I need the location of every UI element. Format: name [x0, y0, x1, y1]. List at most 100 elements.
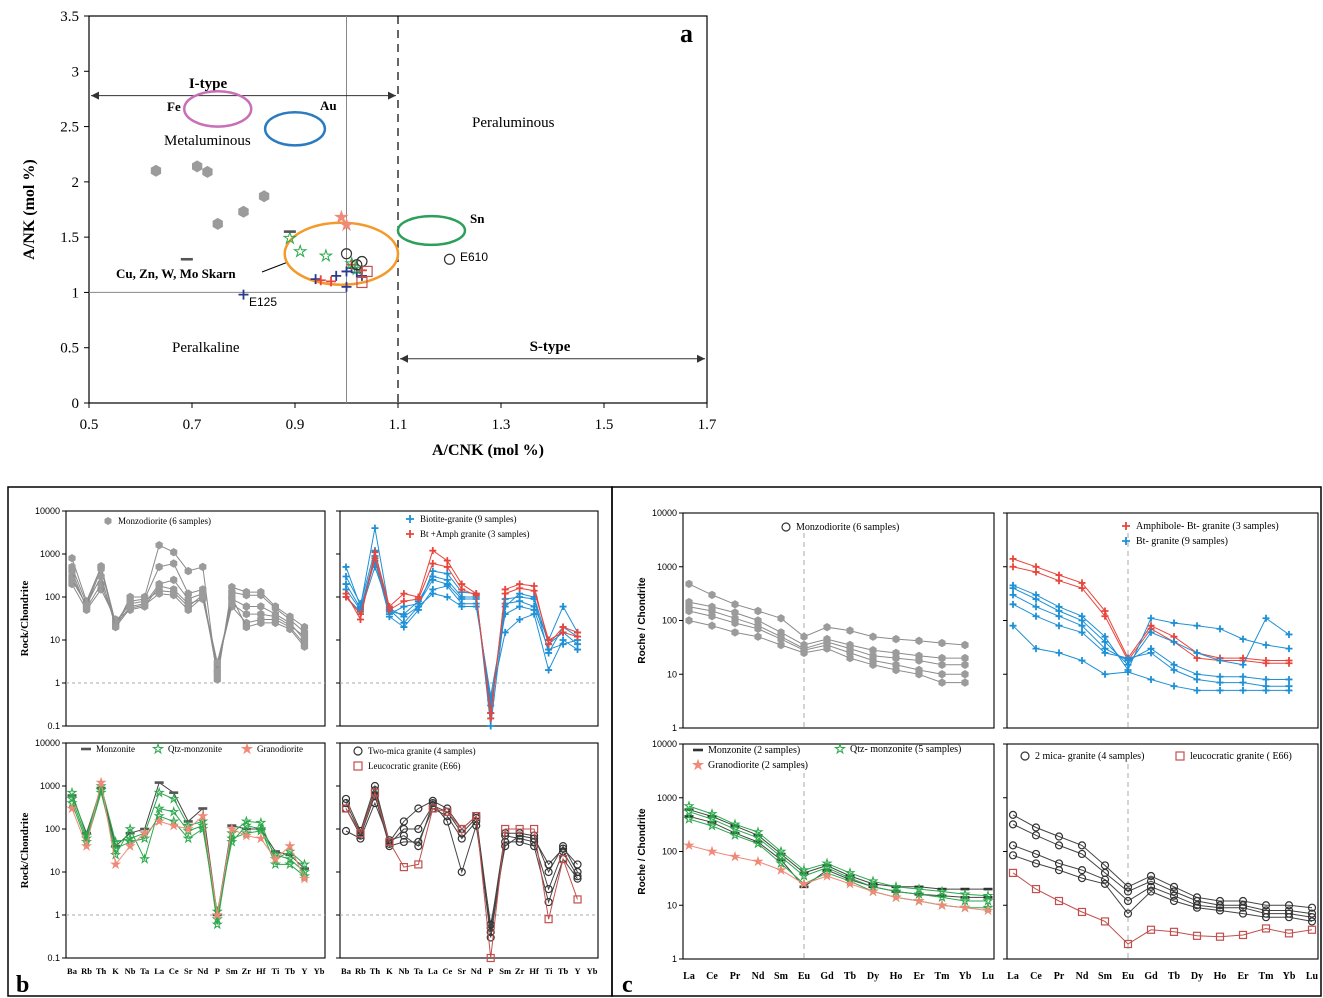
- y-axis-label: Rock/Chondrite: [19, 580, 31, 656]
- data-point: [68, 554, 76, 563]
- data-point: [516, 615, 524, 623]
- data-point: [155, 562, 163, 572]
- data-point: [184, 605, 192, 615]
- data-point: [139, 827, 151, 838]
- y-tick-label: 100: [45, 824, 60, 834]
- data-point: [97, 572, 105, 581]
- plot-frame: [339, 742, 599, 959]
- legend-marker: [406, 530, 414, 538]
- itype-label: I-type: [189, 76, 228, 92]
- x-tick-label: Tb: [1168, 971, 1181, 982]
- x-tick-label: Yb: [587, 966, 598, 976]
- data-point: [182, 825, 194, 836]
- data-point: [341, 826, 351, 836]
- x-tick-label: La: [1007, 971, 1019, 982]
- data-point: [1284, 901, 1294, 910]
- data-point: [1169, 891, 1179, 900]
- plot-frame: [339, 510, 599, 727]
- data-point: [286, 621, 294, 630]
- data-point: [1100, 917, 1110, 926]
- x-tick-label: Er: [913, 971, 925, 982]
- data-point: [1193, 649, 1201, 657]
- data-point: [155, 589, 163, 598]
- data-point: [983, 887, 993, 891]
- x-tick-label: Ce: [1030, 971, 1042, 982]
- x-tick-label: Yb: [959, 971, 972, 982]
- data-point: [371, 554, 379, 562]
- data-point: [938, 678, 946, 687]
- x-tick-label: Sm: [499, 966, 511, 976]
- data-point: [1239, 635, 1247, 643]
- data-point: [168, 819, 180, 831]
- x-tick-label: Nd: [197, 966, 208, 976]
- data-point: [753, 840, 763, 844]
- data-point: [731, 618, 739, 628]
- data-point: [199, 562, 207, 572]
- data-point: [961, 640, 969, 650]
- legend-label: Granodiorite: [257, 744, 303, 754]
- data-point: [370, 788, 380, 797]
- data-point: [213, 658, 221, 667]
- data-point: [1009, 584, 1017, 592]
- data-point: [310, 274, 321, 285]
- y-tick-label: 3.5: [60, 9, 79, 25]
- data-point: [443, 253, 456, 265]
- data-point: [443, 563, 451, 571]
- data-point: [961, 660, 969, 669]
- data-point: [913, 895, 925, 906]
- data-point: [821, 870, 833, 881]
- data-point: [1261, 913, 1271, 922]
- data-point: [1307, 917, 1317, 926]
- data-point: [341, 799, 351, 808]
- data-point: [1146, 882, 1156, 891]
- y-tick-label: 100: [662, 847, 677, 857]
- skarn-label: Cu, Zn, W, Mo Skarn: [116, 266, 236, 281]
- data-point: [242, 609, 250, 619]
- data-point: [530, 834, 539, 843]
- x-tick-label: Nd: [471, 966, 482, 976]
- x-tick-label: Y: [301, 966, 307, 976]
- x-tick-label: Ba: [67, 966, 78, 976]
- data-point: [429, 547, 437, 555]
- data-point: [1077, 907, 1087, 917]
- legend-label: Two-mica granite (4 samples): [368, 746, 476, 756]
- peraluminous-label: Peraluminous: [472, 115, 555, 131]
- data-point: [1032, 568, 1040, 576]
- x-tick-label: Ce: [169, 966, 179, 976]
- data-point: [1101, 638, 1109, 646]
- data-point: [199, 592, 207, 602]
- data-point: [1284, 929, 1294, 938]
- y-tick-label: 10: [50, 635, 60, 645]
- panel-c4-ree: La Ce Pr Nd Sm Eu Gd Tb Dy Ho Er Tm Yb Lu 2 mica- gran…: [1003, 743, 1319, 982]
- data-point: [684, 808, 694, 811]
- x-tick-label: Gd: [1144, 971, 1158, 982]
- x-tick-label: Tb: [558, 966, 569, 976]
- data-point: [501, 837, 510, 847]
- data-point: [197, 823, 209, 834]
- x-tick-label: Ta: [140, 966, 150, 976]
- data-point: [400, 590, 408, 598]
- data-point: [472, 591, 480, 599]
- x-axis-label: A/CNK (mol %): [432, 442, 544, 459]
- data-point: [1009, 622, 1017, 630]
- series-line: [1012, 594, 1289, 680]
- data-point: [284, 858, 296, 870]
- x-tick-label: Tb: [844, 971, 857, 982]
- data-point: [339, 217, 354, 232]
- data-point: [170, 575, 178, 585]
- data-point: [501, 590, 509, 598]
- x-tick-label: Er: [1237, 971, 1249, 982]
- data-point: [1193, 622, 1201, 630]
- data-point: [1008, 810, 1018, 819]
- data-point: [356, 829, 365, 838]
- data-point: [1170, 682, 1178, 690]
- data-point: [226, 832, 238, 844]
- data-point: [428, 804, 437, 813]
- data-point: [1239, 673, 1247, 681]
- data-point: [936, 899, 948, 910]
- y-tick-label: 1000: [40, 549, 60, 559]
- y-tick-label: 0.1: [47, 721, 60, 731]
- data-point: [1124, 654, 1132, 662]
- legend-label: 2 mica- granite (4 samples): [1035, 751, 1144, 762]
- data-point: [530, 824, 539, 834]
